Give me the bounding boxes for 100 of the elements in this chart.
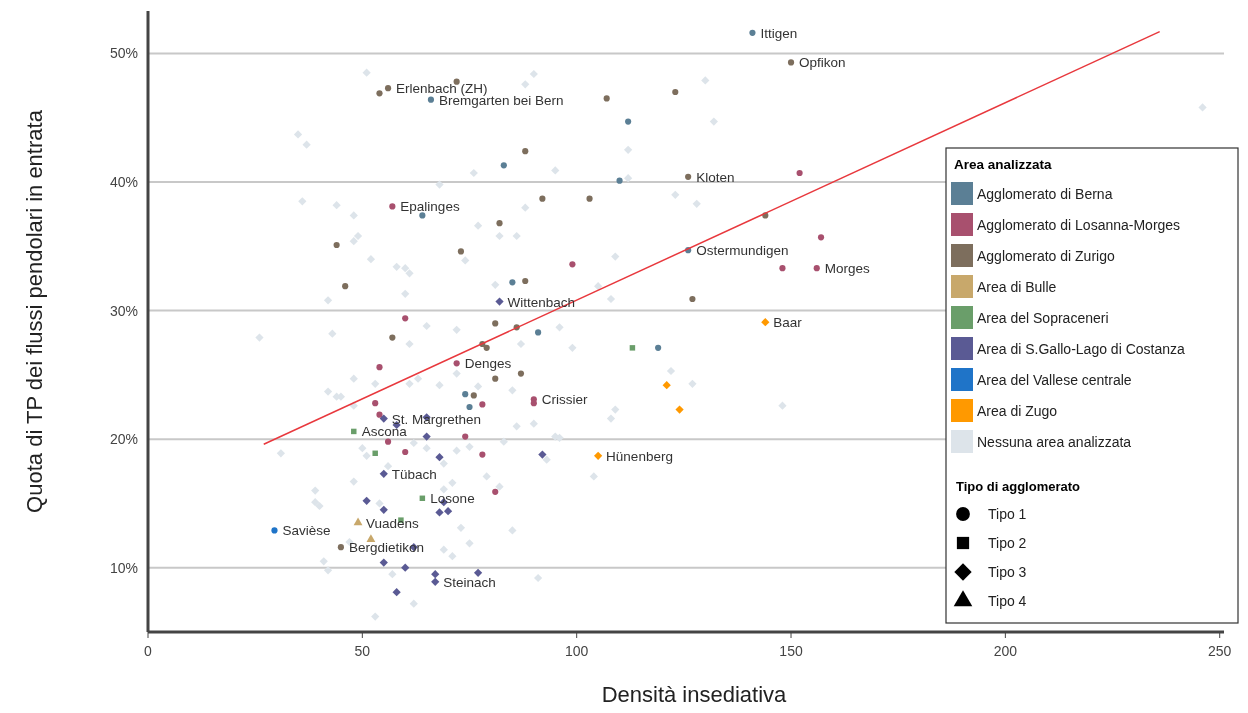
annotation: Steinach (443, 574, 496, 590)
point (431, 570, 440, 579)
y-tick-label: 10% (109, 559, 138, 576)
point (401, 563, 410, 572)
point (379, 469, 388, 478)
legend-label: Tipo 1 (988, 506, 1027, 522)
point (492, 320, 499, 327)
point (376, 90, 383, 97)
point (453, 78, 460, 85)
point (586, 195, 593, 202)
point (389, 334, 396, 341)
point (500, 162, 507, 169)
point (817, 234, 825, 241)
legend-label: Area di Bulle (977, 279, 1057, 295)
x-tick-label: 150 (779, 643, 803, 659)
point (333, 241, 340, 249)
point (351, 428, 357, 435)
annotation: Wittenbach (507, 294, 576, 310)
text: Tipo di agglomerato (956, 479, 1080, 494)
point (435, 453, 444, 462)
point (496, 220, 503, 227)
point (372, 450, 378, 457)
x-tick-label: 0 (144, 643, 153, 659)
annotation: Crissier (541, 392, 589, 408)
legend-label: Area del Sopraceneri (977, 310, 1109, 326)
point (761, 318, 770, 327)
point (672, 88, 679, 96)
point (376, 411, 383, 418)
point (787, 59, 795, 66)
point (625, 118, 632, 125)
point (509, 279, 516, 286)
point (689, 295, 696, 303)
point (522, 148, 529, 155)
point (422, 432, 431, 441)
point (779, 265, 786, 272)
annotation: Epalinges (400, 199, 460, 215)
point (427, 96, 435, 103)
legend-label: Area di S.Gallo-Lago di Costanza (977, 341, 1185, 357)
y-tick-label: 40% (109, 174, 138, 190)
point (366, 534, 376, 542)
annotation: Vuadens (366, 515, 420, 531)
annotation: Tübach (391, 466, 437, 482)
annotation: Savièse (282, 523, 331, 539)
point (337, 544, 344, 551)
point (479, 401, 486, 408)
point (813, 265, 820, 272)
point (466, 403, 473, 411)
point (594, 451, 603, 460)
point (629, 345, 636, 351)
annotation: Losone (430, 491, 475, 507)
point (483, 344, 490, 351)
point (379, 505, 388, 514)
point (453, 360, 460, 367)
annotation: Kloten (696, 169, 735, 185)
annotation: Ostermundigen (696, 243, 789, 259)
legend-label: Tipo 2 (988, 535, 1027, 551)
x-tick-label: 50 (354, 643, 371, 659)
x-tick-label: 250 (1208, 643, 1232, 659)
point (376, 364, 383, 371)
point (389, 203, 396, 210)
y-axis-title: Quota di TP dei flussi pendolari in entrata (22, 109, 47, 513)
legend-label: Area del Vallese centrale (977, 372, 1132, 388)
annotation: Baar (773, 315, 803, 331)
point (392, 588, 401, 597)
point (492, 488, 499, 495)
legend-label: Agglomerato di Losanna-Morges (977, 217, 1181, 233)
point (535, 329, 542, 336)
point (662, 381, 671, 390)
point (530, 400, 537, 407)
legend-label: Nessuna area analizzata (977, 434, 1132, 450)
legend-label: Tipo 3 (988, 564, 1027, 580)
point (462, 391, 469, 398)
annotation: Morges (824, 261, 871, 277)
point (362, 496, 371, 505)
point (749, 29, 756, 36)
y-tick-label: 20% (109, 431, 138, 448)
point (379, 558, 388, 567)
legend-label: Tipo 4 (988, 593, 1027, 609)
annotation: Ittigen (760, 25, 798, 41)
point (539, 195, 546, 202)
annotation: Denges (464, 356, 512, 372)
point (402, 315, 409, 322)
point (473, 568, 483, 577)
point (271, 527, 278, 534)
point (342, 283, 349, 290)
point (457, 248, 465, 255)
point (517, 370, 525, 377)
x-tick-label: 100 (565, 643, 589, 659)
legend-label: Agglomerato di Berna (977, 186, 1113, 202)
point (435, 508, 444, 517)
annotation: Opfikon (799, 55, 846, 71)
text: Area analizzata (954, 157, 1052, 172)
annotation: St. Margrethen (391, 411, 482, 427)
x-tick-label: 200 (993, 643, 1018, 659)
point (675, 405, 684, 414)
point (685, 173, 692, 180)
point (479, 451, 486, 458)
point (379, 414, 388, 423)
point (470, 392, 477, 399)
point (495, 297, 504, 306)
